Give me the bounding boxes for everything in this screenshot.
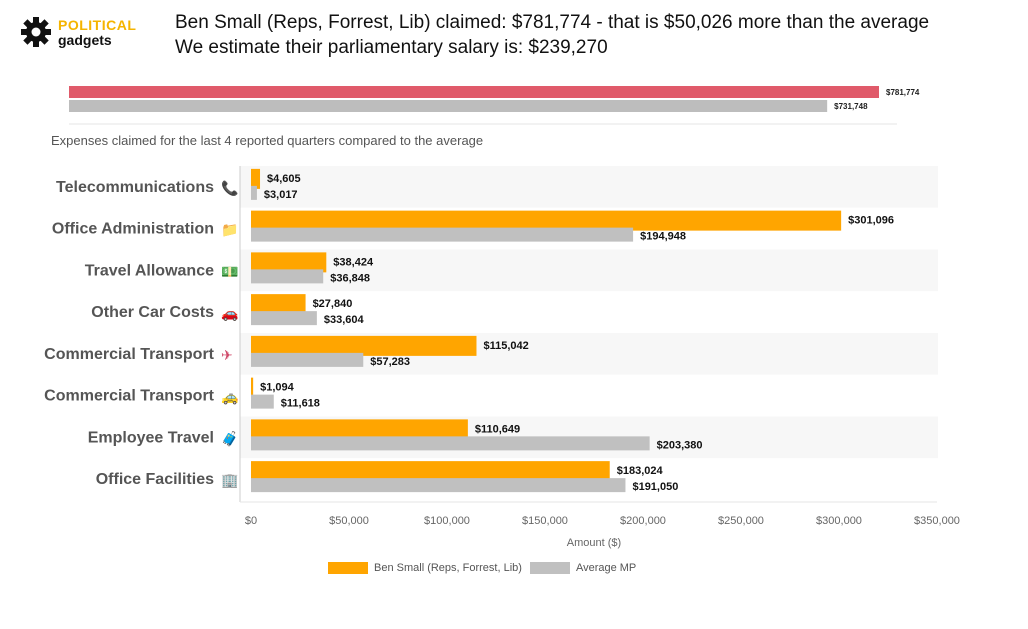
bar-average[interactable] xyxy=(251,227,634,242)
category-icon: ✈ xyxy=(221,347,233,363)
category-label: Employee Travel xyxy=(88,429,214,446)
x-tick-label: $350,000 xyxy=(914,515,960,527)
bar-label-average: $203,380 xyxy=(657,439,703,451)
x-tick-label: $150,000 xyxy=(522,515,568,527)
headline-salary: We estimate their parliamentary salary i… xyxy=(175,37,608,58)
legend-swatch-average xyxy=(529,562,570,574)
total-bar-member[interactable] xyxy=(69,86,879,98)
bar-label-average: $194,948 xyxy=(640,231,686,243)
logo-text-gadgets: gadgets xyxy=(58,32,112,48)
category-icon: 📁 xyxy=(221,222,238,238)
x-tick-label: $0 xyxy=(245,515,257,527)
x-tick-label: $300,000 xyxy=(816,515,862,527)
bar-label-member: $4,605 xyxy=(267,173,301,185)
bar-average[interactable] xyxy=(251,185,257,200)
x-tick-label: $50,000 xyxy=(329,515,369,527)
category-icon: 🚗 xyxy=(221,305,238,322)
category-icon: 📞 xyxy=(221,179,239,197)
bar-average[interactable] xyxy=(251,311,317,326)
total-label-member: $781,774 xyxy=(886,88,920,97)
bar-label-member: $115,042 xyxy=(483,340,528,352)
headline-claimed: Ben Small (Reps, Forrest, Lib) claimed: … xyxy=(175,12,930,33)
bar-average[interactable] xyxy=(251,478,626,493)
bar-member[interactable] xyxy=(251,335,477,356)
bar-member[interactable] xyxy=(251,210,842,231)
bar-member[interactable] xyxy=(251,377,254,398)
category-icon: 💵 xyxy=(221,263,238,279)
total-label-average: $731,748 xyxy=(834,102,868,111)
bar-label-member: $1,094 xyxy=(260,382,295,394)
chart-subtitle: Expenses claimed for the last 4 reported… xyxy=(51,133,484,148)
bar-member[interactable] xyxy=(251,461,610,482)
category-label: Travel Allowance xyxy=(85,262,214,279)
legend-label-member: Ben Small (Reps, Forrest, Lib) xyxy=(374,562,522,574)
bar-label-average: $11,618 xyxy=(281,398,320,410)
headline: Ben Small (Reps, Forrest, Lib) claimed: … xyxy=(175,10,929,60)
legend-item-member[interactable]: Ben Small (Reps, Forrest, Lib) xyxy=(328,562,522,574)
bar-label-average: $191,050 xyxy=(632,481,678,493)
category-expense-chart: Telecommunications 📞 $4,605 $3,017 Office Ad… xyxy=(44,166,960,549)
bar-member[interactable] xyxy=(251,294,306,315)
category-label: Commercial Transport xyxy=(44,388,215,405)
category-icon: 🏢 xyxy=(221,472,238,489)
category-icon: 🧳 xyxy=(221,430,238,447)
bar-label-member: $301,096 xyxy=(848,215,894,227)
total-bar-average[interactable] xyxy=(69,100,828,112)
bar-label-average: $36,848 xyxy=(330,272,370,284)
bar-label-average: $3,017 xyxy=(264,189,298,201)
total-comparison-chart: $781,774 $731,748 xyxy=(69,86,920,125)
bar-average[interactable] xyxy=(251,269,324,284)
bar-label-member: $183,024 xyxy=(617,465,664,477)
bar-member[interactable] xyxy=(251,252,327,273)
gear-icon xyxy=(21,17,51,47)
category-icon: 🚕 xyxy=(221,389,238,406)
bar-average[interactable] xyxy=(251,394,274,409)
row-background xyxy=(240,374,938,417)
row-background xyxy=(240,249,938,292)
legend-label-average: Average MP xyxy=(575,562,637,574)
category-label: Telecommunications xyxy=(56,179,214,196)
x-axis-title: Amount ($) xyxy=(567,537,621,549)
category-label: Office Facilities xyxy=(96,471,214,488)
category-label: Commercial Transport xyxy=(44,346,215,363)
x-tick-label: $250,000 xyxy=(718,515,764,527)
category-label: Office Administration xyxy=(52,221,214,238)
logo-text-political: POLITICAL xyxy=(58,17,137,33)
x-tick-label: $200,000 xyxy=(620,515,666,527)
bar-label-member: $27,840 xyxy=(313,298,353,310)
bar-label-member: $38,424 xyxy=(333,256,374,268)
legend-item-average[interactable]: Average MP xyxy=(529,562,637,574)
bar-average[interactable] xyxy=(251,436,650,451)
bar-member[interactable] xyxy=(251,419,468,440)
chart-legend: Ben Small (Reps, Forrest, Lib) Average M… xyxy=(328,562,644,574)
x-tick-label: $100,000 xyxy=(424,515,470,527)
legend-swatch-member xyxy=(328,562,368,574)
bar-label-member: $110,649 xyxy=(475,423,520,435)
bar-average[interactable] xyxy=(251,352,364,367)
category-label: Other Car Costs xyxy=(91,304,214,321)
logo: POLITICAL gadgets xyxy=(20,16,150,52)
bar-label-average: $33,604 xyxy=(324,314,365,326)
row-background xyxy=(240,291,938,333)
bar-member[interactable] xyxy=(251,168,261,189)
bar-label-average: $57,283 xyxy=(370,356,410,368)
row-background xyxy=(240,166,938,208)
